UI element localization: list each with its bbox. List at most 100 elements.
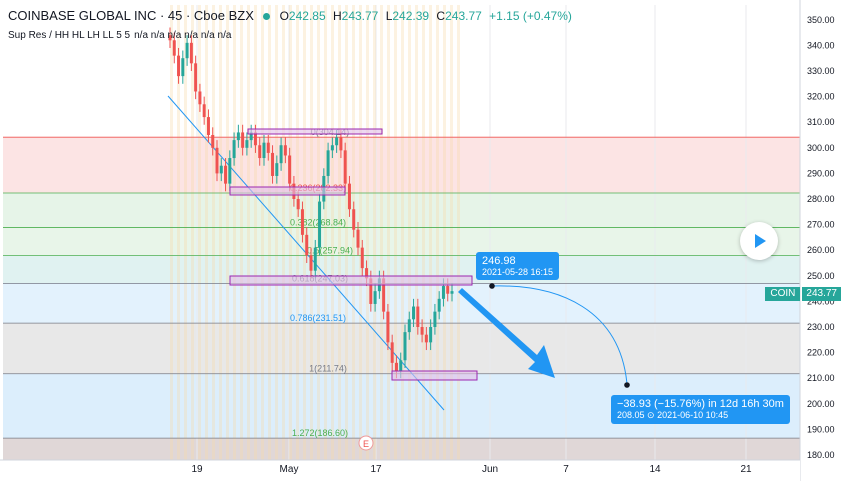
- high-value: 243.77: [341, 9, 379, 23]
- fib-label: 1(211.74): [309, 364, 347, 374]
- candle-body: [450, 291, 454, 294]
- y-tick-label: 180.00: [807, 450, 835, 460]
- chart-header: COINBASE GLOBAL INC · 45 · Cboe BZX O242…: [8, 8, 572, 23]
- session-stripe: [219, 5, 222, 460]
- session-stripe: [177, 5, 180, 460]
- high-label: H: [332, 9, 342, 23]
- candle-body: [369, 278, 373, 304]
- candle-body: [198, 91, 202, 105]
- y-tick-label: 270.00: [807, 220, 835, 230]
- target-point: [489, 283, 495, 289]
- candle-body: [352, 209, 356, 230]
- fib-band: [3, 227, 800, 256]
- session-stripe: [303, 5, 306, 460]
- candle-body: [236, 132, 240, 141]
- candle-body: [330, 145, 334, 151]
- candle-body: [424, 334, 428, 343]
- projection-box: −38.93 (−15.76%) in 12d 16h 30m 208.05 ⊙…: [611, 395, 790, 424]
- low-label: L: [385, 9, 393, 23]
- x-tick-label: 21: [740, 464, 752, 475]
- close-value: 243.77: [445, 9, 482, 23]
- session-stripe: [324, 5, 327, 460]
- candle-body: [185, 42, 189, 59]
- session-stripe: [212, 5, 215, 460]
- session-stripe: [408, 5, 411, 460]
- session-stripe: [198, 5, 201, 460]
- session-stripe: [226, 5, 229, 460]
- session-stripe: [338, 5, 341, 460]
- session-stripe: [443, 5, 446, 460]
- open-label: O: [279, 9, 289, 23]
- time-axis: [0, 460, 800, 481]
- candle-body: [194, 63, 198, 92]
- candle-body: [416, 306, 420, 327]
- x-tick-label: 7: [563, 464, 569, 475]
- candle-body: [258, 145, 262, 159]
- candle-body: [168, 35, 172, 41]
- session-stripe: [170, 5, 173, 460]
- y-tick-label: 320.00: [807, 92, 835, 102]
- candle-body: [181, 58, 185, 77]
- candle-body: [271, 152, 275, 176]
- fib-band: [3, 283, 800, 324]
- session-stripe: [275, 5, 278, 460]
- candle-body: [335, 137, 339, 146]
- price-axis: [800, 0, 841, 481]
- session-stripe: [289, 5, 292, 460]
- candle-body: [365, 268, 369, 279]
- session-stripe: [394, 5, 397, 460]
- play-button[interactable]: [740, 222, 778, 260]
- candle-body: [382, 278, 386, 312]
- candle-body: [211, 135, 215, 148]
- indicator-legend[interactable]: Sup Res / HH HL LH LL 5 5 n/a n/a n/a n/a…: [8, 30, 231, 41]
- candle-body: [343, 150, 347, 184]
- zone-rectangle: [247, 128, 383, 135]
- session-stripe: [429, 5, 432, 460]
- candle-body: [245, 140, 249, 148]
- candle-body: [313, 247, 317, 271]
- projection-change: −38.93 (−15.76%) in 12d 16h 30m: [617, 398, 784, 410]
- low-value: 242.39: [392, 9, 430, 23]
- candle-body: [373, 291, 377, 304]
- y-tick-label: 280.00: [807, 194, 835, 204]
- candle-body: [202, 104, 206, 118]
- projection-point: [624, 382, 630, 388]
- candle-body: [390, 342, 394, 363]
- session-stripe: [282, 5, 285, 460]
- candle-body: [339, 137, 343, 151]
- market-status-icon: [263, 13, 271, 21]
- candle-body: [283, 145, 287, 156]
- candle-body: [318, 201, 322, 248]
- change-value: +1.15 (+0.47%): [489, 9, 572, 23]
- session-stripe: [310, 5, 313, 460]
- candle-body: [253, 132, 257, 146]
- indicator-values: n/a n/a n/a n/a n/a n/a: [134, 30, 232, 41]
- zone-rectangle: [229, 186, 346, 196]
- session-stripe: [254, 5, 257, 460]
- play-icon: [755, 234, 766, 248]
- candle-body: [279, 145, 283, 164]
- open-value: 242.85: [288, 9, 326, 23]
- candle-body: [403, 332, 407, 361]
- x-tick-label: 14: [649, 464, 661, 475]
- fib-label: 1.272(186.60): [292, 428, 348, 438]
- candle-body: [177, 55, 181, 77]
- y-tick-label: 340.00: [807, 40, 835, 50]
- y-tick-label: 260.00: [807, 245, 835, 255]
- candle-body: [309, 255, 313, 271]
- zone-rectangle: [391, 370, 478, 381]
- symbol-title: COINBASE GLOBAL INC · 45 · Cboe BZX: [8, 8, 254, 23]
- candle-body: [347, 183, 351, 210]
- candle-body: [224, 165, 228, 184]
- candle-body: [262, 142, 266, 159]
- session-stripe: [401, 5, 404, 460]
- y-tick-label: 300.00: [807, 143, 835, 153]
- candle-body: [189, 42, 193, 64]
- x-tick-label: 19: [191, 464, 203, 475]
- candle-body: [266, 142, 270, 153]
- session-stripe: [261, 5, 264, 460]
- candle-body: [394, 362, 398, 371]
- candle-body: [386, 311, 390, 343]
- price-tag-symbol: COIN: [765, 287, 801, 301]
